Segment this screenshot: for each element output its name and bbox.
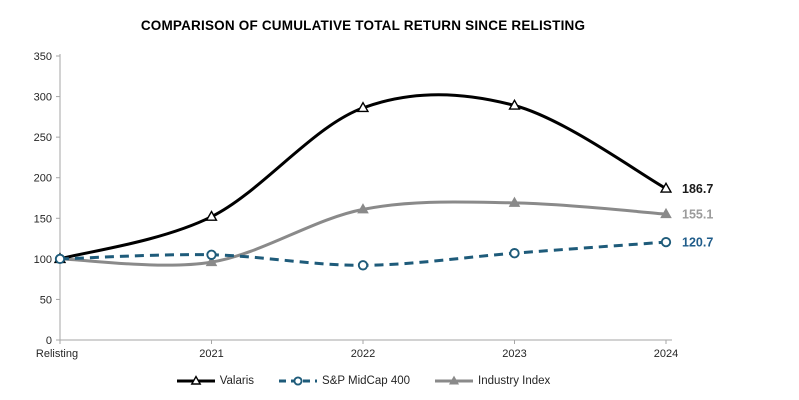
legend-item-valaris: Valaris: [176, 374, 254, 388]
y-tick-label: 350: [34, 51, 52, 63]
filled-triangle-marker: [448, 375, 460, 385]
chart-legend: Valaris S&P MidCap 400 Industry Index: [60, 374, 666, 388]
sp-midcap-line-sample-icon: [279, 376, 318, 386]
open-circle-marker: [206, 249, 217, 260]
y-tick-label: 100: [34, 254, 52, 266]
series-end-label: 120.7: [682, 236, 713, 250]
series-end-label: 186.7: [682, 182, 713, 196]
open-circle-marker: [509, 248, 520, 259]
y-tick-label: 250: [34, 132, 52, 144]
filled-triangle-marker: [660, 207, 672, 219]
chart-title: COMPARISON OF CUMULATIVE TOTAL RETURN SI…: [140, 18, 586, 33]
series-s-p-midcap-400: 120.7: [54, 236, 713, 271]
filled-triangle-marker: [508, 196, 521, 207]
axes: [56, 54, 672, 344]
x-tick-label: 2024: [654, 348, 678, 360]
x-tick-label: 2022: [351, 348, 375, 360]
legend-label-valaris: Valaris: [219, 375, 255, 387]
open-triangle-marker: [356, 101, 370, 113]
x-tick-label: 2023: [502, 348, 526, 360]
y-tick-label: 150: [34, 213, 52, 225]
open-triangle-marker: [205, 210, 218, 221]
valaris-line-sample-icon: [176, 375, 215, 385]
industry-index-line-sample-icon: [435, 375, 474, 385]
x-tick-label: Relisting: [36, 348, 78, 360]
open-triangle-marker: [659, 181, 673, 193]
open-circle-marker: [54, 253, 66, 265]
y-tick-label: 200: [34, 173, 52, 185]
open-triangle-marker: [190, 375, 202, 385]
series-line: [59, 93, 667, 261]
filled-triangle-marker: [357, 203, 369, 214]
y-tick-label: 300: [34, 92, 52, 104]
series-industry-index: 155.1: [54, 196, 713, 267]
open-circle-marker: [660, 236, 672, 248]
open-circle-marker: [357, 260, 369, 271]
legend-label-industry-index: Industry Index: [478, 375, 551, 387]
legend-item-sp-midcap-400: S&P MidCap 400: [278, 374, 410, 388]
series-end-label: 155.1: [682, 208, 713, 222]
filled-triangle-marker: [205, 255, 218, 267]
y-tick-label: 50: [40, 294, 52, 306]
x-tick-label: 2021: [199, 348, 223, 360]
legend-label-sp-midcap-400: S&P MidCap 400: [322, 375, 411, 387]
open-circle-marker: [293, 376, 303, 386]
open-triangle-marker: [508, 98, 521, 110]
series-valaris: 186.7: [53, 93, 713, 264]
y-tick-label: 0: [46, 335, 52, 347]
legend-item-industry-index: Industry Index: [434, 374, 550, 388]
